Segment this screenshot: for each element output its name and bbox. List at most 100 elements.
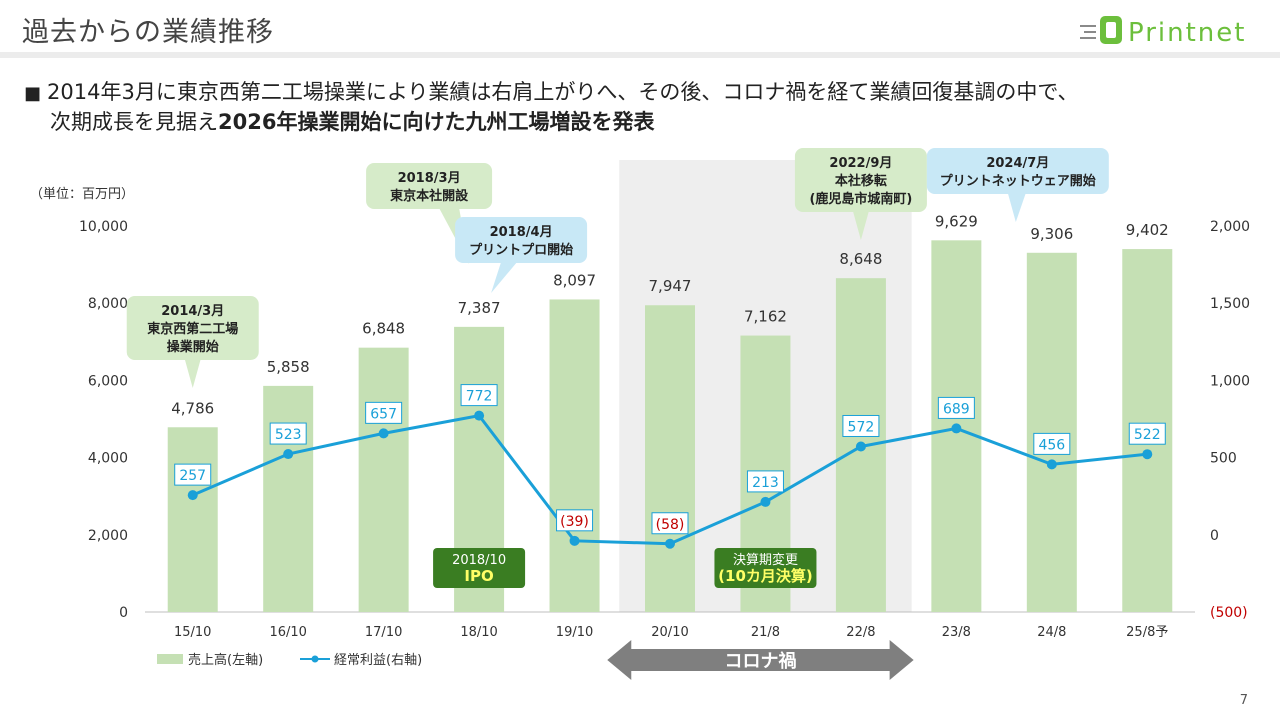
right-axis-tick-label: 2,000: [1210, 219, 1250, 235]
legend-profit-marker: [311, 655, 319, 663]
right-axis-tick-label: 1,000: [1210, 373, 1250, 389]
page-number: 7: [1239, 693, 1248, 708]
sales-bar: [1026, 252, 1077, 613]
x-axis-tick-label: 20/10: [651, 625, 688, 640]
sales-bar: [167, 427, 218, 612]
callout-text: 2018/3月: [398, 171, 461, 186]
x-axis-tick-label: 25/8予: [1126, 625, 1168, 640]
x-axis-tick-label: 22/8: [846, 625, 875, 640]
x-axis-tick-label: 23/8: [942, 625, 971, 640]
badge-text: 2018/10: [452, 553, 506, 568]
sales-data-label: 9,629: [935, 212, 978, 230]
profit-point: [665, 538, 675, 549]
profit-data-label: (58): [656, 517, 685, 533]
callout-text: 操業開始: [167, 339, 219, 355]
profit-label-box: [1033, 432, 1071, 455]
profit-data-label: (39): [560, 514, 589, 530]
lead-text: ■ 2014年3月に東京西第二工場操業により業績は右肩上がりへ、その後、コロナ禍を…: [24, 78, 1079, 136]
profit-label-box: [556, 509, 594, 532]
sales-bar: [645, 305, 695, 612]
sales-data-label: 6,848: [362, 320, 405, 338]
callout-text: 2024/7月: [986, 156, 1049, 171]
lead-line-2-normal: 次期成長を見据え: [50, 110, 218, 134]
profit-label-box: [746, 470, 784, 493]
sales-data-label: 8,648: [839, 250, 882, 268]
legend-sales-label: 売上高(左軸): [188, 652, 263, 668]
x-axis-tick-label: 15/10: [174, 625, 211, 640]
profit-label-box: [460, 384, 498, 407]
callout-text: 本社移転: [835, 173, 887, 189]
sales-data-label: 4,786: [171, 399, 214, 417]
bullet-square-icon: ■: [24, 83, 42, 104]
profit-data-label: 456: [1038, 437, 1065, 453]
right-axis-tick-label: 1,500: [1210, 296, 1250, 312]
badge-box: [433, 548, 526, 588]
profit-data-label: 523: [275, 427, 302, 443]
legend-sales-swatch: [157, 654, 183, 664]
right-axis-tick-label: 0: [1210, 528, 1219, 544]
chart-legend: 売上高(左軸) 経常利益(右軸): [157, 652, 422, 668]
profit-label-box: [365, 401, 403, 424]
callout-box: [794, 148, 927, 212]
x-axis-tick-label: 24/8: [1037, 625, 1066, 640]
covid-arrow: [607, 640, 914, 680]
title-divider: [0, 52, 1280, 58]
callout-text: (鹿児島市城南町): [809, 191, 912, 207]
lead-line-1-text: 2014年3月に東京西第二工場操業により業績は右肩上がりへ、その後、コロナ禍を経…: [47, 80, 1079, 104]
sales-data-label: 7,162: [744, 308, 787, 326]
sales-data-label: 7,387: [458, 299, 501, 317]
profit-point: [187, 490, 198, 501]
left-axis-tick-label: 0: [119, 605, 128, 621]
event-badge: 決算期変更(10カ月決算): [714, 548, 817, 588]
x-axis-tick-label: 18/10: [460, 625, 497, 640]
sales-data-label: 9,306: [1030, 225, 1073, 243]
legend-profit-label: 経常利益(右軸): [334, 653, 422, 668]
profit-data-label: 572: [848, 419, 875, 435]
profit-data-label: 689: [943, 401, 970, 417]
profit-data-label: 257: [179, 468, 206, 484]
profit-data-label: 772: [466, 389, 493, 405]
left-axis-tick-label: 2,000: [88, 528, 128, 544]
profit-point: [569, 535, 580, 546]
callout-box: [926, 148, 1109, 194]
sales-bar: [358, 347, 409, 612]
left-axis-tick-label: 6,000: [88, 373, 128, 389]
profit-point: [951, 423, 962, 434]
left-axis-tick-label: 8,000: [88, 296, 128, 312]
profit-point: [855, 441, 866, 452]
badge-box: [714, 548, 817, 588]
profit-point: [283, 449, 294, 460]
profit-label-box: [937, 396, 975, 419]
sales-data-label: 9,402: [1126, 221, 1169, 239]
profit-point: [474, 410, 485, 421]
sales-data-label: 5,858: [267, 358, 310, 376]
sales-bar: [549, 299, 600, 612]
callout-text: プリントネットウェア開始: [940, 173, 1096, 189]
callout-text: 2018/4月: [490, 225, 553, 240]
left-axis-tick-label: 10,000: [79, 219, 128, 235]
callout-text: 2014/3月: [161, 304, 224, 319]
callout-tail: [491, 262, 518, 293]
logo-text: Printnet: [1128, 18, 1246, 48]
lead-line-1: ■ 2014年3月に東京西第二工場操業により業績は右肩上がりへ、その後、コロナ禍を…: [24, 78, 1079, 108]
lead-line-2: 次期成長を見据え2026年操業開始に向けた九州工場増設を発表: [24, 108, 1079, 136]
covid-arrow-label: コロナ禍: [724, 650, 796, 672]
page-title: 過去からの業績推移: [22, 17, 274, 48]
profit-label-box: [174, 463, 212, 486]
printnet-logo: Printnet: [1080, 16, 1246, 48]
callout-box: [366, 163, 493, 209]
callout-text: 東京本社開設: [390, 188, 469, 204]
sales-data-label: 7,947: [649, 277, 692, 295]
profit-label-box: [1128, 422, 1166, 445]
callout-text: 2022/9月: [829, 156, 892, 171]
x-axis-tick-label: 16/10: [269, 625, 306, 640]
badge-text: IPO: [464, 567, 493, 585]
profit-point: [760, 496, 771, 507]
x-axis-tick-label: 19/10: [556, 625, 593, 640]
logo-speed-lines-icon: [1080, 25, 1096, 39]
